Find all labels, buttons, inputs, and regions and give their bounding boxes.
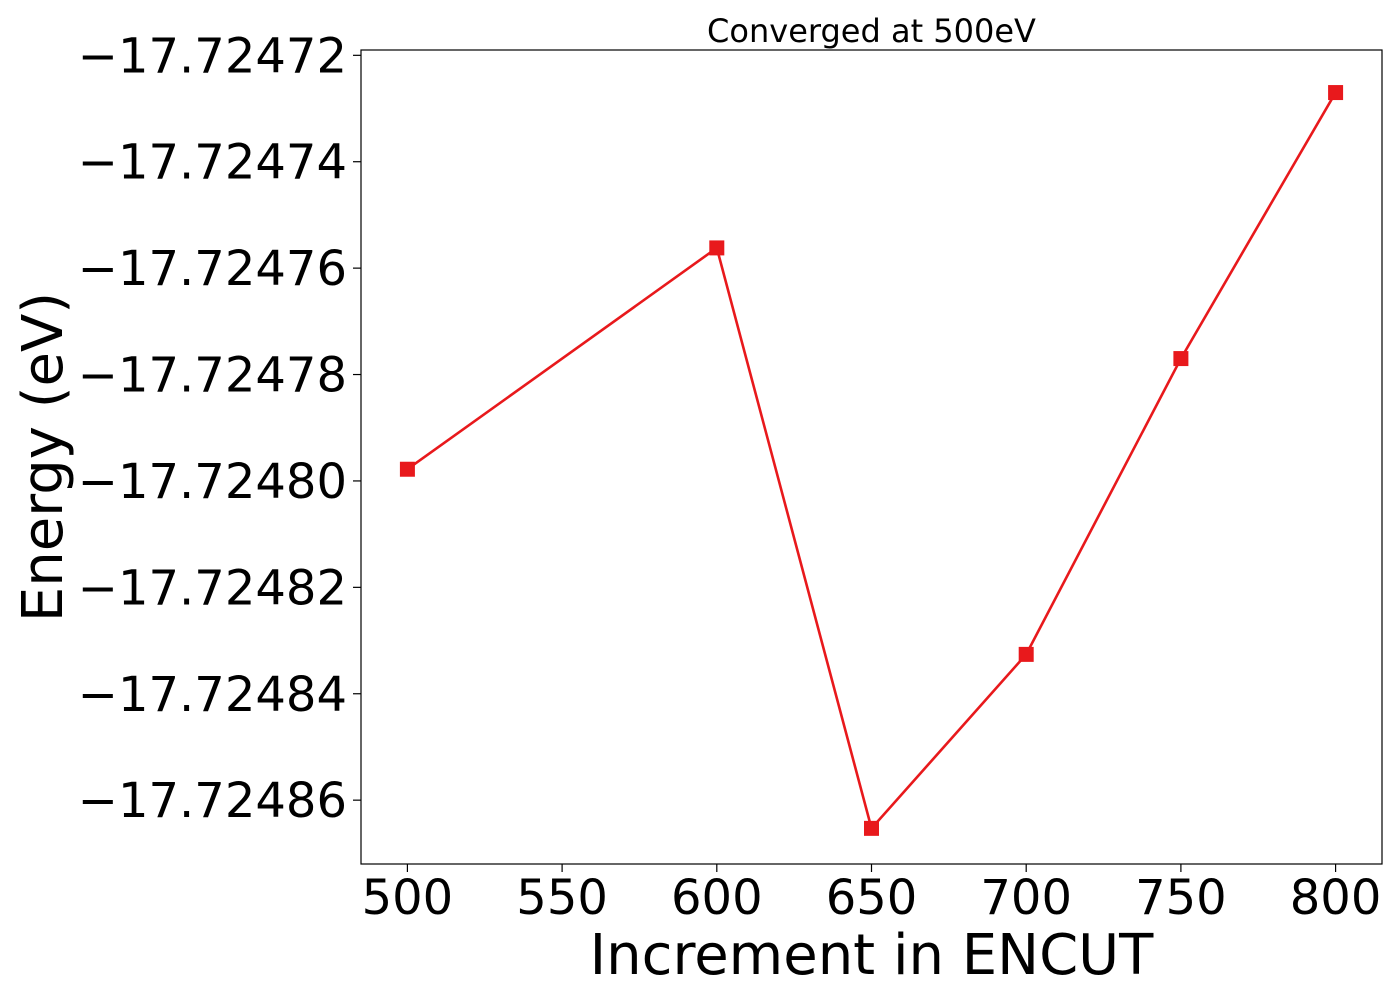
x-tick-label: 500 [362, 870, 454, 926]
y-tick-label: −17.72480 [78, 454, 347, 510]
x-tick-label: 550 [516, 870, 608, 926]
plot-area-frame [360, 49, 1383, 865]
y-axis: −17.72486 −17.72484 −17.72482 −17.72480 −17.… [78, 28, 361, 829]
data-point-marker [864, 820, 879, 836]
x-tick-label: 800 [1290, 870, 1382, 926]
x-tick-label: 600 [671, 870, 763, 926]
x-axis: 500 550 600 650 700 750 800 [362, 864, 1382, 926]
y-tick-label: −17.72482 [78, 560, 347, 616]
data-point-marker [1018, 646, 1034, 662]
y-axis-title: Energy (eV) [11, 292, 76, 622]
y-tick-label: −17.72474 [78, 135, 347, 191]
chart-title: Converged at 500eV [707, 12, 1036, 50]
y-tick-label: −17.72486 [78, 773, 347, 829]
x-tick-label: 750 [1135, 870, 1227, 926]
data-point-marker [399, 461, 415, 477]
y-tick-label: −17.72478 [78, 348, 347, 404]
data-point-marker [709, 240, 725, 256]
series-layer [399, 85, 1344, 836]
x-tick-label: 650 [826, 870, 918, 926]
x-tick-label: 700 [980, 870, 1072, 926]
y-tick-label: −17.72472 [78, 28, 347, 84]
series-line [406, 91, 1337, 832]
y-tick-label: −17.72476 [78, 241, 347, 297]
x-axis-title: Increment in ENCUT [590, 923, 1155, 988]
data-point-marker [1173, 351, 1189, 367]
data-point-marker [1328, 85, 1344, 101]
y-tick-label: −17.72484 [78, 667, 347, 723]
